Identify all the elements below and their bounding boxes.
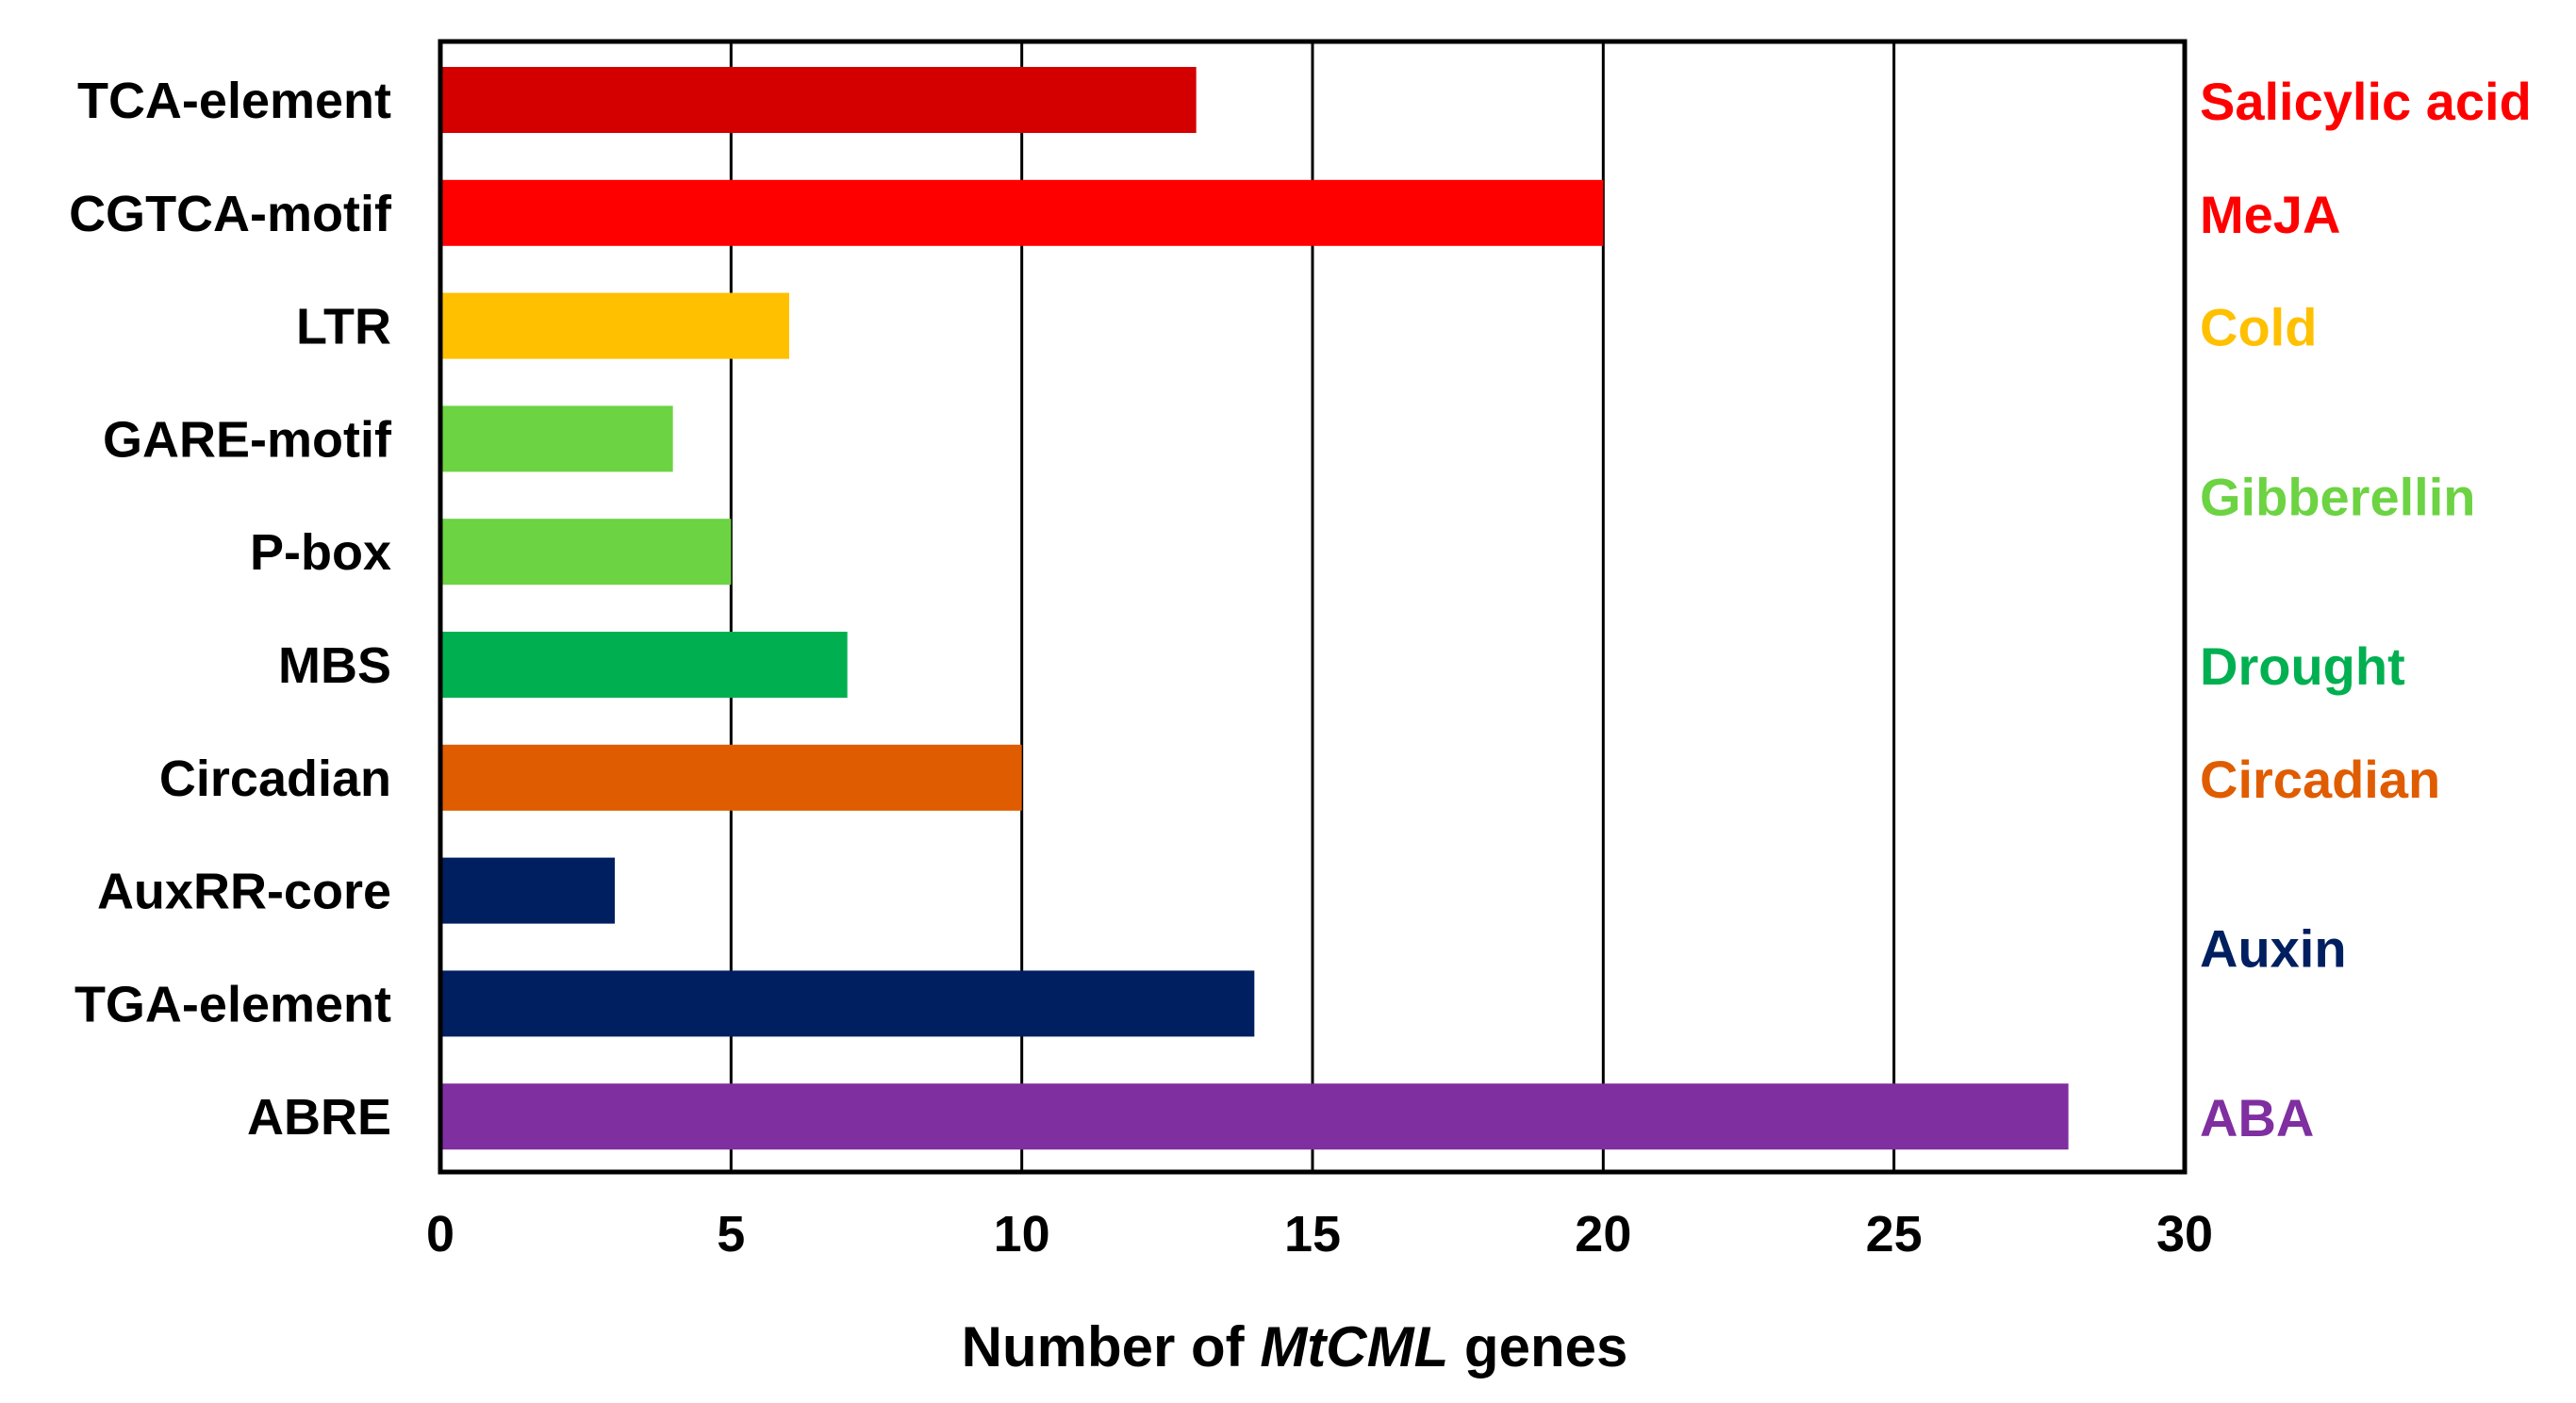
category-label: ABRE	[247, 1089, 391, 1146]
x-tick-labels: 0 5 10 15 20 25 30	[426, 1206, 2213, 1263]
x-axis-label: Number of MtCML genes	[962, 1315, 1628, 1378]
group-label-meja: MeJA	[2200, 185, 2340, 244]
bar-gare-motif	[440, 405, 673, 472]
bar-tga-element	[440, 970, 1255, 1037]
category-label: AuxRR-core	[97, 864, 391, 920]
x-tick-label: 20	[1575, 1206, 1631, 1263]
plot-frame	[438, 39, 2188, 1175]
category-label: LTR	[296, 299, 391, 355]
x-tick-label: 25	[1866, 1206, 1923, 1263]
group-label-cold: Cold	[2200, 298, 2317, 357]
bar-tca-element	[440, 67, 1197, 133]
category-label: P-box	[250, 524, 391, 581]
bar-auxrr-core	[440, 857, 615, 924]
category-label: MBS	[278, 637, 391, 694]
bar-cgtca-motif	[440, 179, 1604, 246]
category-label: TCA-element	[77, 73, 391, 129]
group-label-drought: Drought	[2200, 636, 2405, 696]
category-label: Circadian	[159, 751, 391, 807]
group-label-salicylic-acid: Salicylic acid	[2200, 72, 2532, 131]
group-label-auxin: Auxin	[2200, 919, 2347, 979]
bar-mbs	[440, 632, 848, 698]
group-label-gibberellin: Gibberellin	[2200, 467, 2476, 526]
x-tick-label: 0	[426, 1206, 454, 1263]
x-tick-label: 15	[1284, 1206, 1341, 1263]
bar-p-box	[440, 519, 732, 586]
bar-abre	[440, 1083, 2069, 1150]
category-labels: TCA-element CGTCA-motif LTR GARE-motif P-box…	[69, 73, 392, 1146]
x-axis-label-prefix: Number of	[962, 1315, 1261, 1378]
x-axis-label-suffix: genes	[1448, 1315, 1627, 1378]
x-tick-label: 5	[717, 1206, 745, 1263]
bars	[440, 67, 2069, 1150]
x-tick-label: 10	[994, 1206, 1050, 1263]
category-label: CGTCA-motif	[69, 186, 392, 242]
category-label: GARE-motif	[103, 411, 392, 468]
group-labels: Salicylic acid MeJA Cold Gibberellin Drought…	[2200, 72, 2532, 1147]
x-tick-label: 30	[2156, 1206, 2213, 1263]
group-label-circadian: Circadian	[2200, 750, 2440, 809]
x-axis-label-italic: MtCML	[1260, 1315, 1448, 1378]
bar-circadian	[440, 744, 1022, 811]
category-label: TGA-element	[74, 976, 391, 1032]
bar-ltr	[440, 292, 789, 359]
group-label-aba: ABA	[2200, 1088, 2314, 1147]
